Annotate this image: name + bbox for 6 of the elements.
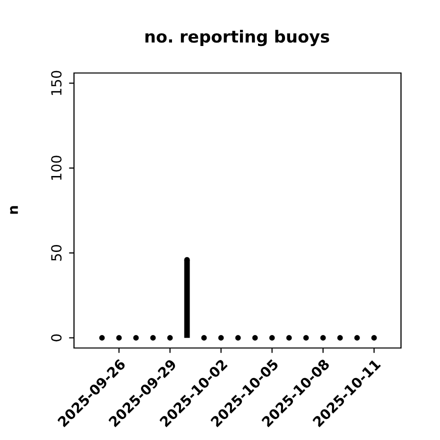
y-axis-title: n [10,206,18,214]
y-tick-label: 150 [51,70,62,95]
y-tick-label: 50 [51,245,62,261]
y-tick-label: 100 [51,156,62,180]
y-tick-label: 0 [51,334,62,342]
chart-title: no. reporting buoys [145,30,330,46]
